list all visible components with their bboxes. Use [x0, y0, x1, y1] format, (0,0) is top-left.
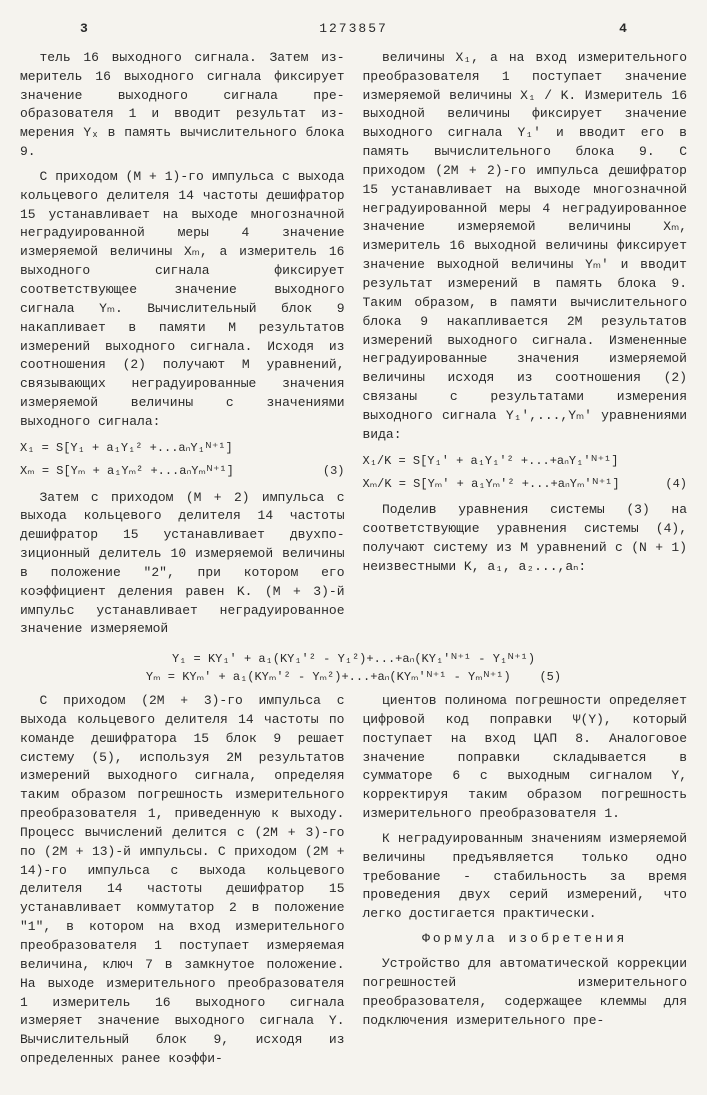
document-number: 1273857 — [319, 20, 388, 39]
para-r4: К неградуированным значениям из­меряемой… — [363, 830, 688, 924]
left-column: тель 16 выходного сигнала. Затем из­мери… — [20, 49, 345, 645]
right-column: величины X₁, а на вход измерительно­го п… — [363, 49, 688, 645]
eq4-line1: X₁/K = S[Y₁' + a₁Y₁'² +...+aₙY₁'ᴺ⁺¹] — [363, 453, 688, 470]
para-r2: Поделив уравнения системы (3) на соответ… — [363, 501, 688, 576]
eq5-line2: Yₘ = KYₘ' + a₁(KYₘ'² - Yₘ²)+...+aₙ(KYₘ'ᴺ… — [20, 669, 687, 686]
eq3-label: (3) — [323, 463, 345, 480]
eq4-line2: Xₘ/K = S[Yₘ' + a₁Yₘ'² +...+aₙYₘ'ᴺ⁺¹] (4) — [363, 476, 688, 493]
para-l3: Затем с приходом (M + 2) импульса с выхо… — [20, 489, 345, 640]
eq3-line2: Xₘ = S[Yₘ + a₁Yₘ² +...aₙYₘᴺ⁺¹] (3) — [20, 463, 345, 480]
eq3-line1: X₁ = S[Y₁ + a₁Y₁² +...aₙY₁ᴺ⁺¹] — [20, 440, 345, 457]
equation-3: X₁ = S[Y₁ + a₁Y₁² +...aₙY₁ᴺ⁺¹] Xₘ = S[Yₘ… — [20, 440, 345, 481]
para-l4: С приходом (2M + 3)-го импульса с выхода… — [20, 692, 345, 1069]
para-l2: С приходом (M + 1)-го импульса с выхода … — [20, 168, 345, 432]
para-r3: циентов полинома погрешности опреде­ляет… — [363, 692, 688, 824]
text-columns-lower: С приходом (2M + 3)-го импульса с выхода… — [20, 692, 687, 1075]
equation-5: Y₁ = KY₁' + a₁(KY₁'² - Y₁²)+...+aₙ(KY₁'ᴺ… — [20, 651, 687, 686]
para-l1: тель 16 выходного сигнала. Затем из­мери… — [20, 49, 345, 162]
eq5b-text: Yₘ = KYₘ' + a₁(KYₘ'² - Yₘ²)+...+aₙ(KYₘ'ᴺ… — [146, 670, 511, 684]
left-column-lower: С приходом (2M + 3)-го импульса с выхода… — [20, 692, 345, 1075]
eq3b-text: Xₘ = S[Yₘ + a₁Yₘ² +...aₙYₘᴺ⁺¹] — [20, 464, 234, 478]
right-column-lower: циентов полинома погрешности опреде­ляет… — [363, 692, 688, 1075]
eq4b-text: Xₘ/K = S[Yₘ' + a₁Yₘ'² +...+aₙYₘ'ᴺ⁺¹] — [363, 477, 620, 491]
para-r1: величины X₁, а на вход измерительно­го п… — [363, 49, 688, 445]
page-number-left: 3 — [80, 20, 88, 39]
eq5-label: (5) — [539, 670, 561, 684]
eq4-label: (4) — [665, 476, 687, 493]
formula-title: Формула изобретения — [363, 930, 688, 949]
page-number-right: 4 — [619, 20, 627, 39]
equation-4: X₁/K = S[Y₁' + a₁Y₁'² +...+aₙY₁'ᴺ⁺¹] Xₘ/… — [363, 453, 688, 494]
eq5-line1: Y₁ = KY₁' + a₁(KY₁'² - Y₁²)+...+aₙ(KY₁'ᴺ… — [20, 651, 687, 668]
text-columns: тель 16 выходного сигнала. Затем из­мери… — [20, 49, 687, 645]
para-r5: Устройство для автоматической кор­рекции… — [363, 955, 688, 1030]
